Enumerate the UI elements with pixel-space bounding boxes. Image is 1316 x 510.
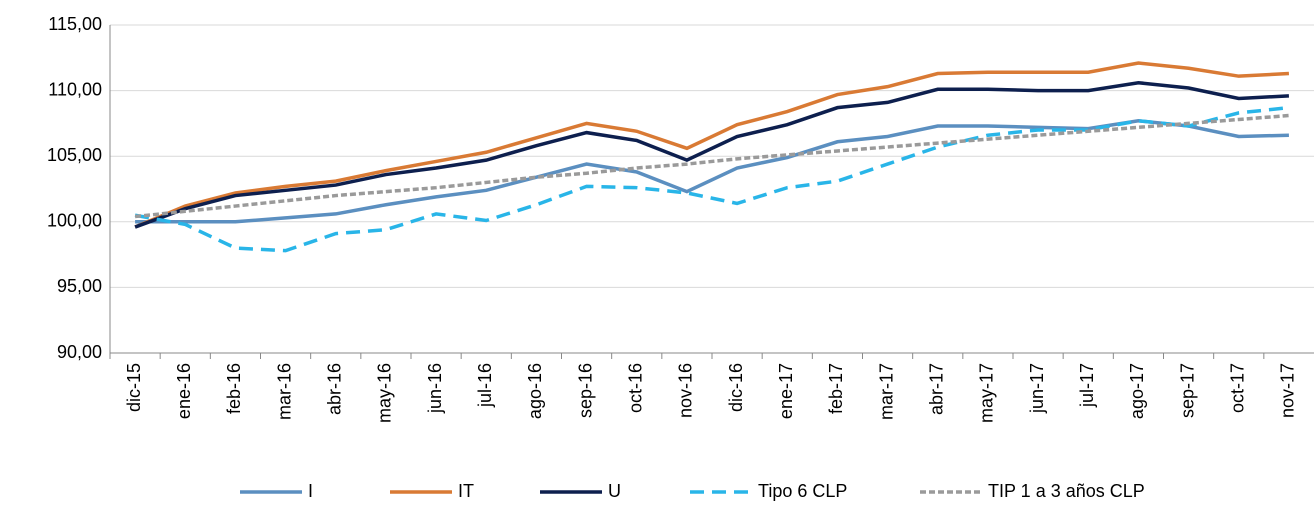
x-tick-label: feb-17: [826, 363, 846, 414]
x-tick-label: ago-16: [525, 363, 545, 419]
x-tick-label: jun-17: [1027, 363, 1047, 414]
y-tick-label: 95,00: [57, 276, 102, 296]
series-line: [134, 105, 1290, 253]
x-tick-label: mar-16: [274, 363, 294, 420]
x-tick-label: nov-16: [676, 363, 696, 418]
x-tick-label: sep-17: [1177, 363, 1197, 418]
x-tick-label: ene-16: [174, 363, 194, 419]
x-tick-label: oct-17: [1228, 363, 1248, 413]
legend-label: U: [608, 481, 621, 501]
x-tick-label: mar-17: [876, 363, 896, 420]
legend-label: Tipo 6 CLP: [758, 481, 847, 501]
x-tick-label: abr-17: [927, 363, 947, 415]
y-tick-label: 105,00: [47, 145, 102, 165]
legend-label: TIP 1 a 3 años CLP: [988, 481, 1145, 501]
x-tick-label: ago-17: [1127, 363, 1147, 419]
x-tick-label: jul-17: [1077, 363, 1097, 408]
x-tick-label: may-17: [977, 363, 997, 423]
series-line: [134, 61, 1290, 229]
y-tick-label: 110,00: [48, 79, 102, 99]
series-line: [134, 80, 1290, 229]
x-tick-label: jul-16: [475, 363, 495, 408]
x-tick-label: abr-16: [325, 363, 345, 415]
x-tick-label: feb-16: [224, 363, 244, 414]
x-tick-label: ene-17: [776, 363, 796, 419]
x-tick-label: nov-17: [1278, 363, 1298, 418]
y-tick-label: 90,00: [57, 342, 102, 362]
x-tick-label: jun-16: [425, 363, 445, 414]
legend-label: IT: [458, 481, 474, 501]
series-line: [134, 113, 1290, 219]
y-tick-label: 100,00: [47, 211, 102, 231]
x-tick-label: may-16: [375, 363, 395, 423]
legend-label: I: [308, 481, 313, 501]
x-tick-label: oct-16: [626, 363, 646, 413]
x-tick-label: dic-15: [124, 363, 144, 412]
x-tick-label: sep-16: [575, 363, 595, 418]
y-tick-label: 115,00: [48, 14, 102, 34]
x-tick-label: dic-16: [726, 363, 746, 412]
